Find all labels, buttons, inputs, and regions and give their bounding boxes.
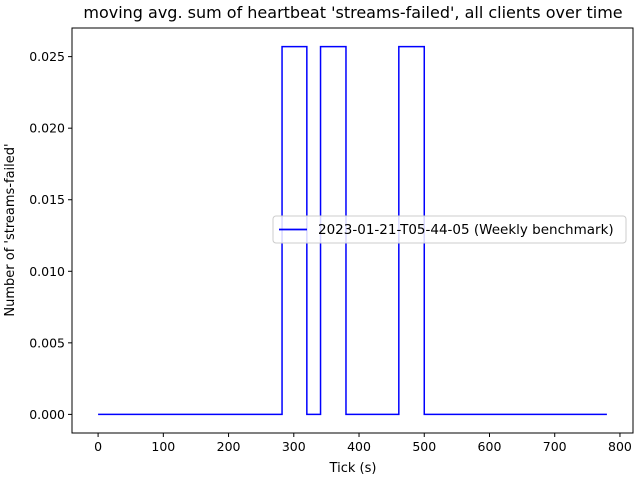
x-tick-label: 500 [412, 439, 436, 454]
x-tick-label: 0 [94, 439, 102, 454]
x-tick-label: 400 [347, 439, 371, 454]
legend-box [272, 215, 627, 244]
legend-label: 2023-01-21-T05-44-05 (Weekly benchmark) [318, 222, 614, 238]
x-axis-label: Tick (s) [329, 461, 377, 476]
x-tick-label: 200 [217, 439, 241, 454]
y-tick-label: 0.025 [29, 49, 65, 64]
legend: 2023-01-21-T05-44-05 (Weekly benchmark) [272, 215, 627, 244]
x-tick-label: 300 [282, 439, 306, 454]
x-tick-label: 800 [608, 439, 632, 454]
chart-title: moving avg. sum of heartbeat 'streams-fa… [83, 3, 622, 22]
y-tick-label: 0.005 [29, 335, 65, 350]
y-tick-label: 0.010 [29, 264, 65, 279]
y-axis-label: Number of 'streams-failed' [3, 143, 18, 316]
x-tick-label: 600 [478, 439, 502, 454]
y-tick-label: 0.000 [29, 407, 65, 422]
series-line [98, 45, 607, 416]
y-tick-label: 0.015 [29, 192, 65, 207]
x-tick-label: 700 [543, 439, 567, 454]
x-tick-label: 100 [151, 439, 175, 454]
y-tick-label: 0.020 [29, 121, 65, 136]
